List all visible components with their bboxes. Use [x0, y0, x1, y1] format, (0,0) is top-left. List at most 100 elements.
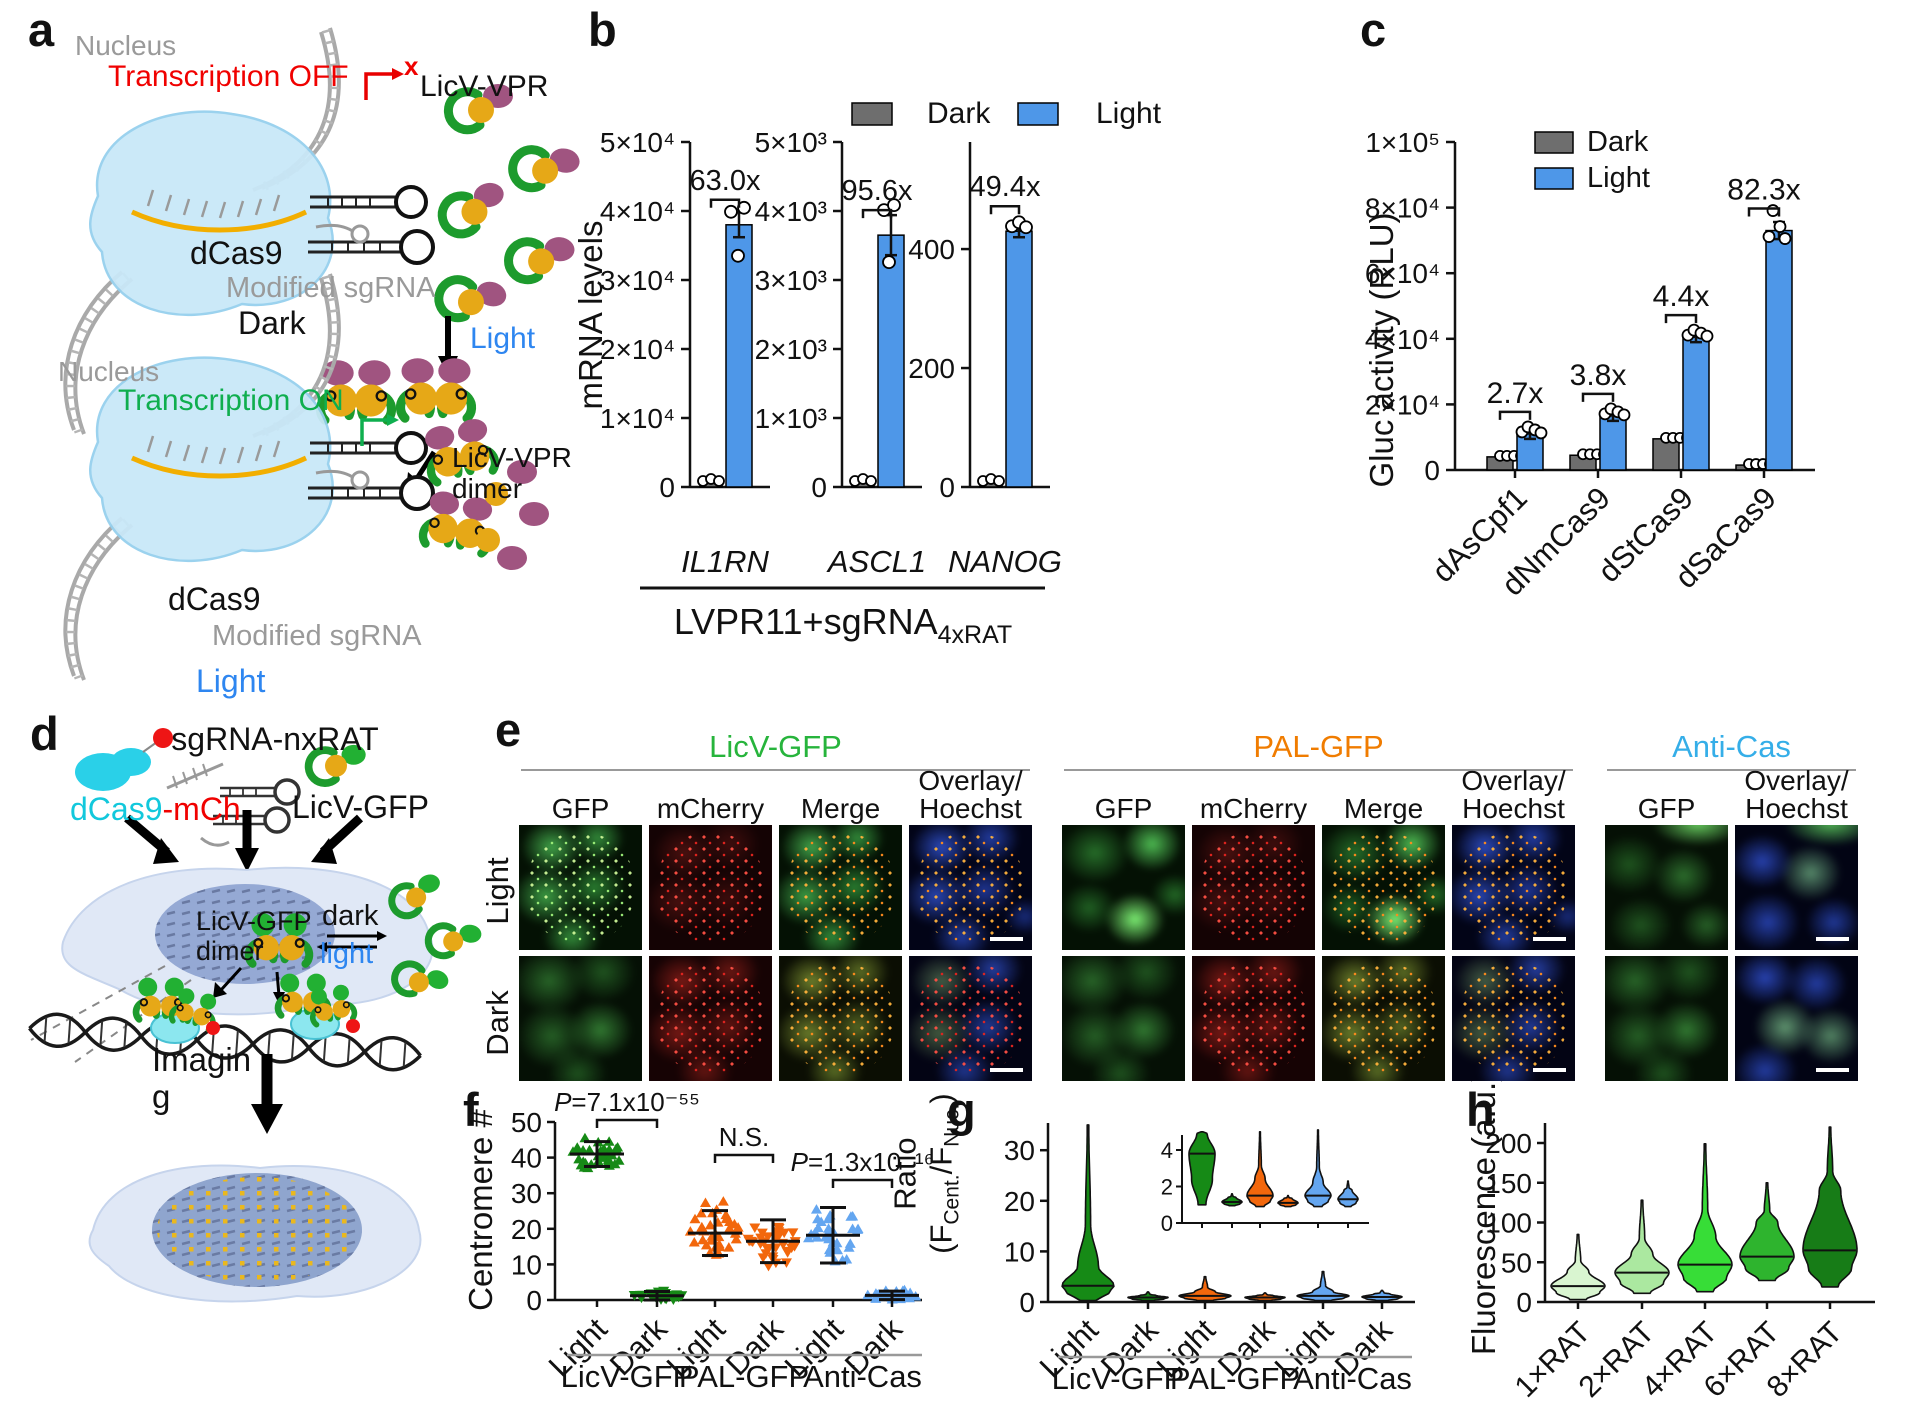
svg-text:4×10⁴: 4×10⁴ [600, 196, 675, 227]
micrograph-licv-dark-merge [779, 956, 902, 1081]
svg-text:0: 0 [939, 472, 955, 503]
group-underline [1607, 769, 1856, 771]
licv-vpr-dimer-label: LicV-VPR dimer [452, 442, 572, 505]
scale-bar [1816, 1068, 1849, 1072]
panel-b-letter: b [588, 3, 617, 56]
svg-text:N.S.: N.S. [719, 1122, 770, 1152]
licv-gfp-dimer-label: LicV-GFP dimer [196, 906, 312, 967]
col-label-gfp: GFP [1094, 793, 1153, 824]
svg-text:3×10⁴: 3×10⁴ [600, 265, 675, 296]
svg-text:LVPR11+sgRNA4xRAT: LVPR11+sgRNA4xRAT [674, 601, 1012, 649]
svg-text:1×10⁴: 1×10⁴ [600, 403, 675, 434]
svg-text:Light: Light [1587, 162, 1650, 194]
svg-text:Centromere #: Centromere # [462, 1108, 499, 1310]
svg-text:40: 40 [511, 1143, 542, 1174]
dcas9-mch-icon [75, 728, 173, 791]
svg-text:0: 0 [1161, 1211, 1173, 1236]
svg-text:50: 50 [511, 1107, 542, 1138]
modified-sgrna-label-top: Modified sgRNA [226, 272, 436, 304]
svg-text:P=1.3x10⁻¹⁶: P=1.3x10⁻¹⁶ [791, 1147, 935, 1177]
svg-text:0: 0 [1424, 455, 1440, 486]
svg-text:mRNA levels: mRNA levels [572, 221, 609, 410]
group-licv-gfp: LicV-GFP GFP mCherry Merge Overlay/ Hoec… [519, 705, 1032, 1085]
svg-text:1×10³: 1×10³ [755, 403, 827, 434]
svg-text:2×10⁴: 2×10⁴ [600, 334, 675, 365]
bound-complex-icon [136, 974, 360, 1044]
svg-text:P=7.1x10⁻⁵⁵: P=7.1x10⁻⁵⁵ [554, 1087, 700, 1117]
svg-text:1×10⁵: 1×10⁵ [1365, 127, 1440, 158]
micrograph-pal-dark-gfp [1062, 956, 1185, 1081]
col-label-gfp: GFP [1637, 793, 1696, 824]
col-label-mcherry: mCherry [1199, 793, 1308, 824]
svg-text:Fluorescence (a.u.): Fluorescence (a.u.) [1465, 1071, 1502, 1355]
modified-sgrna-label-bottom: Modified sgRNA [212, 620, 422, 652]
panel-c-letter: c [1360, 3, 1387, 56]
svg-text:4×10⁴: 4×10⁴ [1365, 324, 1440, 355]
svg-text:63.0x: 63.0x [690, 165, 761, 197]
micrograph-anticas-dark-gfp [1605, 956, 1728, 1081]
group-pal-gfp: PAL-GFP GFP mCherry Merge Overlay/ Hoech… [1062, 705, 1575, 1085]
svg-text:Gluc activity (RLU): Gluc activity (RLU) [1363, 212, 1400, 487]
scale-bar [990, 937, 1023, 941]
micrograph-anticas-light-gfp [1605, 825, 1728, 950]
svg-text:2×10⁴: 2×10⁴ [1365, 389, 1440, 420]
svg-text:PAL-GFP: PAL-GFP [1170, 1361, 1300, 1396]
scale-bar [990, 1068, 1023, 1072]
micrograph-anticas-light-overlay [1735, 825, 1858, 950]
svg-text:400: 400 [908, 234, 955, 265]
col-label-overlay: Overlay/ Hoechst [918, 765, 1023, 824]
micrograph-pal-dark-mcherry [1192, 956, 1315, 1081]
group-underline [1064, 769, 1573, 771]
svg-text:49.4x: 49.4x [970, 171, 1041, 203]
dark-state-label: Dark [238, 305, 306, 341]
panel-d-letter: d [30, 707, 59, 760]
blocked-x-mark: x [404, 51, 419, 81]
svg-text:PAL-GFP: PAL-GFP [679, 1359, 809, 1394]
micrograph-pal-dark-overlay [1452, 956, 1575, 1081]
licv-gfp-label: LicV-GFP [292, 789, 429, 825]
micrograph-pal-light-merge [1322, 825, 1445, 950]
micrograph-licv-light-gfp [519, 825, 642, 950]
panel-d-diagram [28, 728, 465, 1303]
dcas9-part: dCas9 [70, 791, 163, 827]
imaging-label: Imagin g [152, 1041, 252, 1115]
svg-text:50: 50 [1501, 1247, 1532, 1278]
panel-g-letter: g [947, 1083, 976, 1136]
svg-text:Dark: Dark [1587, 126, 1649, 158]
light-label: light [320, 938, 374, 970]
licv-vpr-label: LicV-VPR [420, 70, 549, 103]
svg-text:30: 30 [1004, 1135, 1035, 1166]
col-label-gfp: GFP [551, 793, 610, 824]
chart-centromere-count: Centromere #01020304050LightDarkLightDar… [462, 1087, 935, 1394]
svg-text:2: 2 [1161, 1175, 1173, 1200]
group-title-pal-gfp: PAL-GFP [1253, 729, 1384, 764]
micrograph-pal-light-gfp [1062, 825, 1185, 950]
panel-e-micrographs: Light Dark LicV-GFP GFP mCherry Merge Ov… [480, 705, 1915, 1105]
sgrna-nxrat-label: sgRNA-nxRAT [171, 721, 379, 757]
micrograph-licv-light-mcherry [649, 825, 772, 950]
scale-bar [1533, 1068, 1566, 1072]
group-anti-cas: Anti-Cas GFP Overlay/ Hoechst [1605, 705, 1858, 1085]
chart-gluc-activity: Gluc activity (RLU) 0 2×10⁴ 4×10⁴ 6×10⁴ 8×10⁴… [1363, 126, 1815, 602]
nucleus-label-top: Nucleus [75, 30, 177, 61]
svg-text:4: 4 [1161, 1138, 1173, 1163]
svg-text:5×10⁴: 5×10⁴ [600, 127, 675, 158]
micrograph-licv-dark-overlay [909, 956, 1032, 1081]
panel-e-letter: e [495, 703, 522, 756]
svg-text:Dark: Dark [927, 97, 991, 130]
svg-text:4.4x: 4.4x [1653, 280, 1710, 313]
svg-text:4×10³: 4×10³ [755, 196, 827, 227]
micrograph-licv-dark-gfp [519, 956, 642, 1081]
micrograph-pal-dark-merge [1322, 956, 1445, 1081]
svg-text:3×10³: 3×10³ [755, 265, 827, 296]
row-label-light: Light [480, 857, 515, 925]
promoter-arrow-off-icon [364, 72, 392, 100]
micrograph-pal-light-mcherry [1192, 825, 1315, 950]
svg-text:Light: Light [1096, 97, 1162, 130]
panel-h-letter: h [1466, 1083, 1495, 1136]
sgrna-hairpin-icon [166, 762, 301, 847]
svg-text:LicV-GFP: LicV-GFP [1052, 1361, 1185, 1396]
svg-text:ASCL1: ASCL1 [826, 544, 926, 579]
col-label-overlay: Overlay/ Hoechst [1461, 765, 1566, 824]
